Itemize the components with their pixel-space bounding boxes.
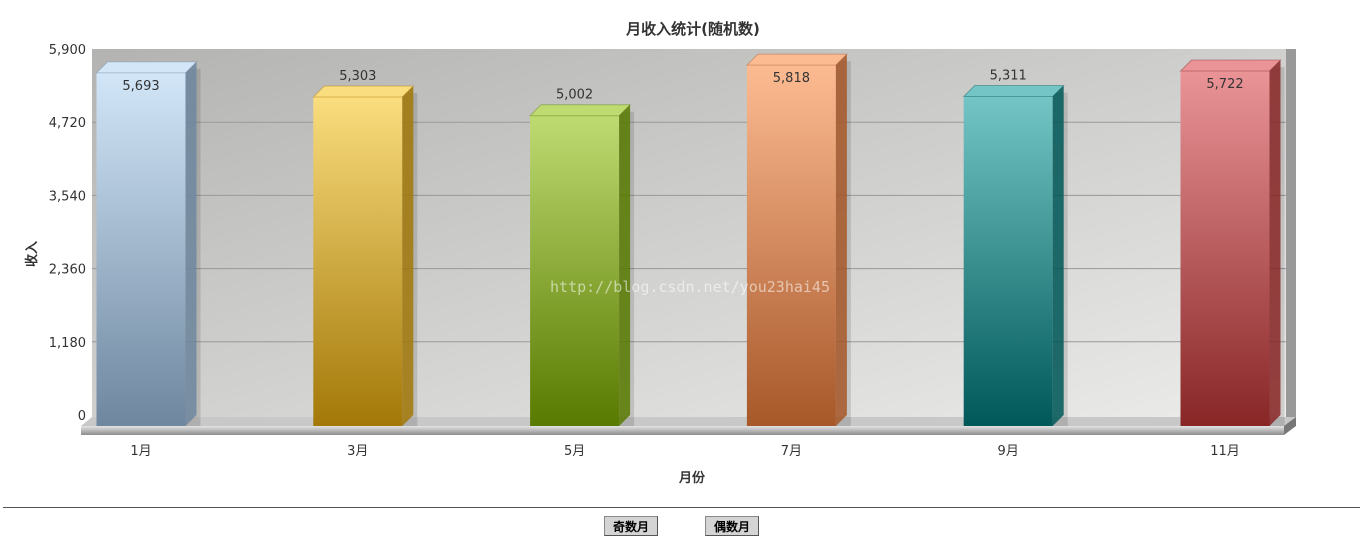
bar-front[interactable] [530,115,620,426]
bar-top [95,61,198,74]
chart-floor-side [1284,417,1296,435]
x-axis-label: 月份 [678,470,706,486]
bar-front[interactable] [746,65,836,426]
bar-top [962,85,1065,98]
y-tick-label: 3,540 [49,189,86,204]
x-tick-label: 3月 [347,444,368,459]
chart-floor [81,417,1296,426]
chart-floor-front [81,426,1284,435]
bar-5月[interactable]: 5,002 [528,88,635,426]
data-label: 5,693 [122,79,159,94]
x-tick-label: 1月 [130,444,151,459]
bar-chart: 月收入统计(随机数) 5,693 5,303 5,002 5,818 5,311 5,72… [24,20,1296,486]
bar-top [312,85,415,98]
bar-7月[interactable]: 5,818 [745,53,851,426]
x-tick-label: 11月 [1210,444,1240,459]
y-tick-label: 5,900 [49,43,86,58]
bar-11月[interactable]: 5,722 [1179,59,1285,427]
x-tick-label: 9月 [998,444,1019,459]
odd-months-button[interactable]: 奇数月 [604,516,659,536]
bar-9月[interactable]: 5,311 [962,69,1068,426]
bar-3月[interactable]: 5,303 [312,69,418,426]
bar-top [528,104,632,117]
y-tick-label: 2,360 [49,263,86,278]
bar-front[interactable] [1180,71,1270,427]
bar-front[interactable] [96,72,186,427]
data-label: 5,311 [990,69,1027,84]
x-tick-label: 5月 [564,444,585,459]
bar-top [1179,59,1282,72]
x-tick-label: 7月 [781,444,802,459]
y-tick-label: 0 [78,409,86,424]
bar-side [835,54,847,426]
even-months-button[interactable]: 偶数月 [705,516,760,536]
bar-side [1269,60,1281,427]
data-label: 5,303 [339,69,376,84]
y-tick-label: 1,180 [49,336,86,351]
chart-title: 月收入统计(随机数) [625,20,760,38]
data-label: 5,722 [1206,77,1243,92]
y-axis-label: 收入 [24,241,40,267]
bar-front[interactable] [313,97,403,426]
data-label: 5,818 [773,71,810,86]
bar-side [1052,85,1064,426]
divider [3,507,1360,508]
y-tick-label: 4,720 [49,116,86,131]
bar-side [619,104,631,426]
plot-side-wall [1286,49,1296,425]
bar-side [185,61,197,427]
watermark: http://blog.csdn.net/you23hai45 [550,278,830,296]
plot-background [92,49,1296,417]
bar-1月[interactable]: 5,693 [95,61,201,427]
bar-top [745,53,849,66]
data-label: 5,002 [556,88,593,103]
bar-side [402,86,414,426]
bar-front[interactable] [963,96,1053,426]
